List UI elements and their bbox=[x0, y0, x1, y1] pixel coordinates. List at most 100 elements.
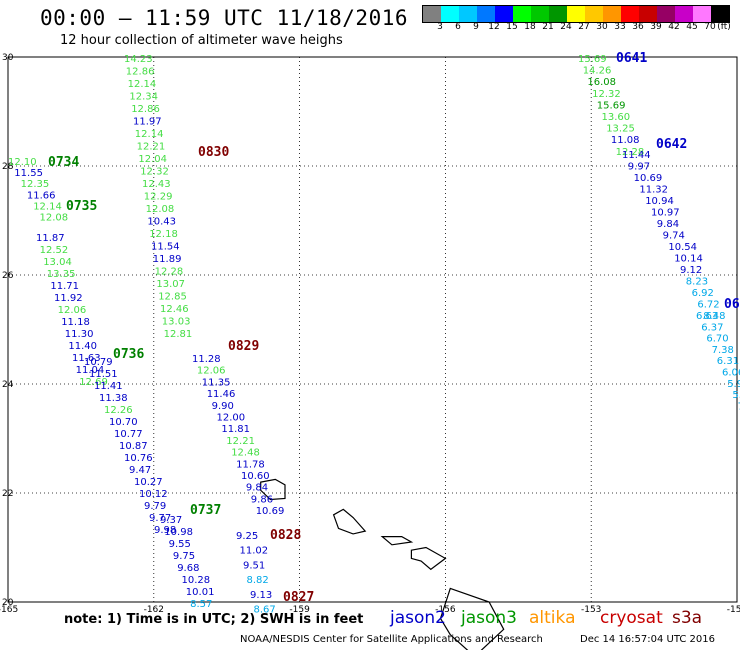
wave-height-value: 11.38 bbox=[99, 393, 128, 404]
pass-label: 0737 bbox=[190, 503, 221, 518]
colorbar-swatch bbox=[477, 6, 495, 22]
wave-height-value: 13.04 bbox=[43, 257, 72, 268]
wave-height-value: 14.23 bbox=[124, 54, 153, 65]
wave-height-value: 12.86 bbox=[131, 104, 160, 115]
wave-height-value: 11.92 bbox=[54, 293, 83, 304]
wave-height-value: 7 bbox=[738, 401, 740, 412]
lat-tick-label: 28 bbox=[2, 162, 14, 172]
wave-height-value: 9.74 bbox=[663, 231, 685, 242]
wave-height-value: 10.77 bbox=[114, 429, 143, 440]
wave-height-value: 12.32 bbox=[140, 167, 169, 178]
lon-tick-label: -150 bbox=[727, 605, 740, 615]
colorbar-swatch bbox=[567, 6, 585, 22]
wave-height-value: 12.32 bbox=[592, 89, 621, 100]
wave-height-value: 12.21 bbox=[137, 142, 166, 153]
wave-height-value: 11.51 bbox=[89, 369, 118, 380]
wave-height-value: 9.68 bbox=[177, 563, 199, 574]
wave-height-value: 11.66 bbox=[27, 190, 56, 201]
colorbar-label: 18 bbox=[524, 22, 536, 32]
wave-height-value: 10.27 bbox=[134, 477, 163, 488]
colorbar-label: 36 bbox=[632, 22, 644, 32]
wave-height-value: 12.48 bbox=[231, 448, 260, 459]
wave-height-value: 13.60 bbox=[602, 112, 631, 123]
wave-height-value: 11.54 bbox=[151, 242, 180, 253]
wave-height-value: 10.54 bbox=[668, 242, 697, 253]
wave-height-value: 10.76 bbox=[124, 453, 153, 464]
wave-height-value: 11.63 bbox=[72, 353, 101, 364]
island-outline bbox=[380, 536, 414, 546]
wave-height-value: 12.34 bbox=[129, 92, 158, 103]
wave-height-value: 10.87 bbox=[119, 441, 148, 452]
colorbar-label: 24 bbox=[560, 22, 572, 32]
wave-height-value: 8.48 bbox=[703, 311, 725, 322]
wave-height-value: 9.84 bbox=[657, 219, 679, 230]
wave-height-value: 6.63 bbox=[696, 311, 718, 322]
wave-height-value: 12.14 bbox=[128, 79, 157, 90]
colorbar-label: 21 bbox=[542, 22, 554, 32]
lon-tick-label: -162 bbox=[144, 605, 164, 615]
wave-height-value: 6.31 bbox=[717, 356, 739, 367]
colorbar-label: 9 bbox=[473, 22, 479, 32]
lat-tick-label: 22 bbox=[2, 489, 13, 499]
legend-item-jason3: jason3 bbox=[461, 608, 517, 628]
wave-height-value: 10.69 bbox=[634, 173, 663, 184]
wave-height-value: 12.08 bbox=[40, 213, 69, 224]
wave-height-value: 9.90 bbox=[212, 401, 234, 412]
wave-height-value: 14.26 bbox=[583, 66, 612, 77]
colorbar-swatch bbox=[675, 6, 693, 22]
colorbar-label: 27 bbox=[578, 22, 590, 32]
colorbar-label: 15 bbox=[506, 22, 518, 32]
wave-height-value: 12.18 bbox=[149, 229, 178, 240]
wave-height-value: 9.55 bbox=[169, 539, 191, 550]
map-subtitle: 12 hour collection of altimeter wave hei… bbox=[60, 33, 343, 48]
colorbar bbox=[422, 5, 730, 23]
wave-height-value: 12.00 bbox=[217, 413, 246, 424]
wave-height-value: 10.60 bbox=[241, 471, 270, 482]
wave-height-value: 12.10 bbox=[8, 157, 37, 168]
wave-height-value: 12.43 bbox=[142, 179, 171, 190]
wave-height-value: 11.35 bbox=[202, 377, 231, 388]
wave-height-value: 10.97 bbox=[651, 208, 680, 219]
wave-height-value: 8.82 bbox=[247, 575, 269, 586]
lat-tick-label: 26 bbox=[2, 271, 14, 281]
wave-height-value: 9.13 bbox=[250, 590, 272, 601]
wave-height-value: 6.37 bbox=[701, 322, 723, 333]
legend-item-s3a: s3a bbox=[672, 608, 703, 628]
footer-note: note: 1) Time is in UTC; 2) SWH is in fe… bbox=[64, 612, 364, 627]
lon-tick-label: -165 bbox=[0, 605, 18, 615]
wave-height-value: 13.03 bbox=[162, 317, 191, 328]
wave-height-value: 9.98 bbox=[154, 525, 176, 536]
colorbar-swatch bbox=[495, 6, 513, 22]
wave-height-value: 7.38 bbox=[712, 345, 734, 356]
colorbar-label: 33 bbox=[614, 22, 626, 32]
wave-height-value: 9.51 bbox=[243, 560, 265, 571]
pass-label: 0830 bbox=[198, 145, 229, 160]
pass-label: 0734 bbox=[48, 155, 79, 170]
colorbar-label: 12 bbox=[488, 22, 500, 32]
island-outline bbox=[260, 478, 286, 501]
wave-height-value: 11.78 bbox=[236, 459, 265, 470]
wave-height-value: 9.37 bbox=[160, 515, 182, 526]
pass-label: 0736 bbox=[113, 347, 144, 362]
colorbar-swatch bbox=[621, 6, 639, 22]
colorbar-swatch bbox=[657, 6, 675, 22]
pass-label: 0827 bbox=[283, 590, 314, 605]
wave-height-value: 12.08 bbox=[146, 204, 175, 215]
colorbar-label: 6 bbox=[455, 22, 461, 32]
colorbar-label: 45 bbox=[686, 22, 698, 32]
wave-height-value: 12.26 bbox=[104, 405, 133, 416]
wave-height-value: 15.69 bbox=[578, 54, 607, 65]
wave-height-value: 10.70 bbox=[109, 417, 138, 428]
colorbar-label: 3 bbox=[437, 22, 443, 32]
colorbar-swatch bbox=[711, 6, 729, 22]
pass-label: 0641 bbox=[616, 51, 647, 66]
wave-height-value: 12.14 bbox=[135, 129, 164, 140]
wave-height-value: 9.97 bbox=[628, 162, 650, 173]
wave-height-value: 9.12 bbox=[680, 265, 702, 276]
wave-height-value: 12.06 bbox=[197, 366, 226, 377]
wave-height-value: 6.70 bbox=[706, 334, 728, 345]
wave-height-value: 11.55 bbox=[14, 168, 43, 179]
pass-label: 06 bbox=[724, 297, 740, 312]
wave-height-value: 9.75 bbox=[173, 551, 195, 562]
wave-height-value: 12.35 bbox=[21, 179, 50, 190]
